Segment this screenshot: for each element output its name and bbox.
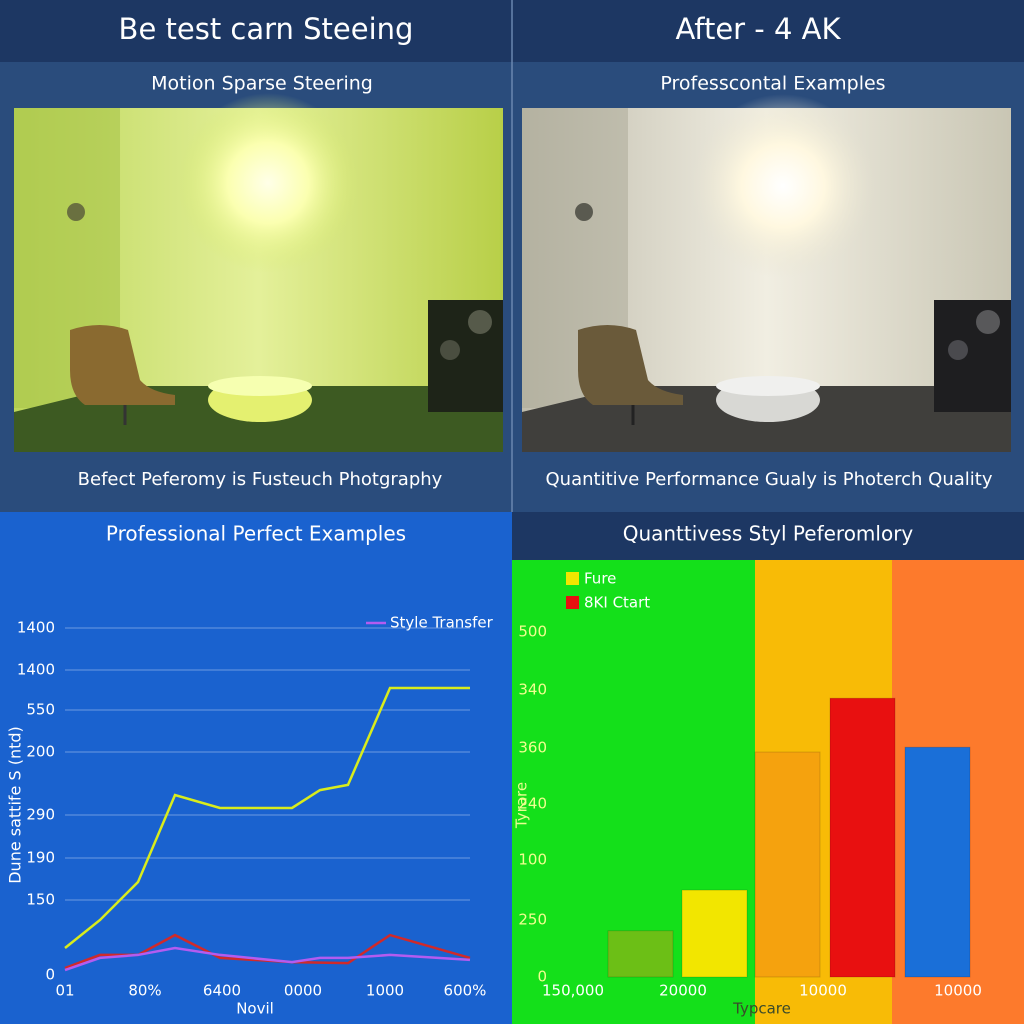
- bar: [904, 746, 971, 978]
- y-axis-label: Tyrare: [513, 782, 531, 829]
- line-series: [64, 686, 470, 949]
- line-series: [64, 933, 471, 970]
- y-tick-label: 0: [537, 968, 547, 986]
- bar: [754, 751, 821, 978]
- bar: [681, 889, 748, 978]
- y-tick-label: 360: [518, 739, 547, 757]
- y-tick-label: 150: [26, 891, 55, 909]
- y-tick-label: 190: [26, 849, 55, 867]
- legend-label: Fure: [584, 570, 616, 588]
- panel-subtitle: Professcontal Examples: [660, 73, 885, 95]
- line-series: [64, 946, 471, 972]
- scene-image: [14, 93, 503, 452]
- y-tick-label: 500: [518, 623, 547, 641]
- y-tick-label: 250: [518, 911, 547, 929]
- chart-background: [0, 512, 512, 1024]
- legend-label: Style Transfer: [390, 614, 494, 632]
- x-tick-label: 150,000: [542, 982, 604, 1000]
- x-tick-label: 10000: [934, 982, 982, 1000]
- y-axis-label: Dune sattife S (ntd): [6, 726, 25, 884]
- bar: [829, 697, 896, 978]
- y-tick-label: 100: [518, 851, 547, 869]
- chart-title: Quanttivess Styl Peferomlory: [623, 522, 914, 546]
- x-tick-label: 01: [55, 982, 74, 1000]
- x-axis-label: Novil: [236, 1000, 274, 1018]
- panel-caption: Befect Peferomy is Fusteuch Photgraphy: [78, 469, 443, 490]
- y-tick-label: 0: [45, 966, 55, 984]
- y-tick-label: 340: [518, 681, 547, 699]
- y-tick-label: 200: [26, 743, 55, 761]
- x-tick-label: 80%: [128, 982, 161, 1000]
- x-tick-label: 0000: [284, 982, 322, 1000]
- y-tick-label: 1400: [17, 661, 55, 679]
- legend-label: 8KI Ctart: [584, 594, 650, 612]
- x-axis-label: Typcare: [732, 1000, 791, 1018]
- y-tick-label: 550: [26, 701, 55, 719]
- panel-title: After - 4 AK: [675, 12, 841, 46]
- y-tick-label: 240: [518, 795, 547, 813]
- panel-subtitle: Motion Sparse Steering: [151, 73, 373, 95]
- x-tick-label: 20000: [659, 982, 707, 1000]
- chart-title: Professional Perfect Examples: [106, 522, 406, 546]
- x-tick-label: 10000: [799, 982, 847, 1000]
- legend-swatch: [566, 572, 579, 585]
- panel-title: Be test carn Steeing: [119, 12, 414, 46]
- x-tick-label: 1000: [366, 982, 404, 1000]
- y-tick-label: 1400: [17, 619, 55, 637]
- x-tick-label: 600%: [444, 982, 487, 1000]
- legend-swatch: [566, 596, 579, 609]
- panel-caption: Quantitive Performance Gualy is Photerch…: [546, 469, 993, 490]
- x-tick-label: 6400: [203, 982, 241, 1000]
- bar: [607, 930, 674, 978]
- scene-image: [522, 94, 1011, 452]
- y-tick-label: 290: [26, 806, 55, 824]
